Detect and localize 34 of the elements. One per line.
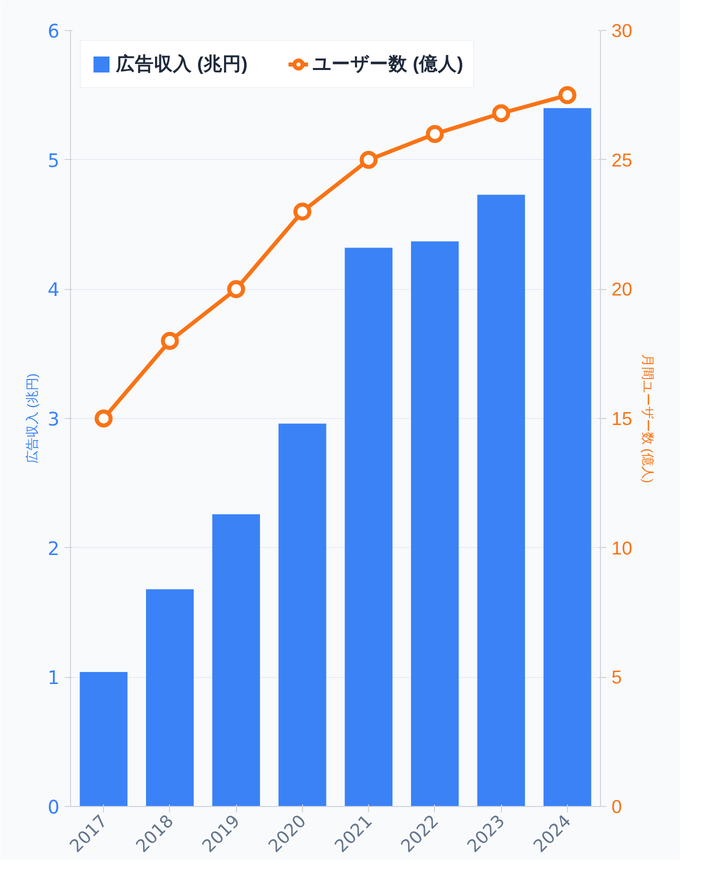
bar (212, 514, 260, 806)
legend-label: 広告収入 (兆円) (116, 52, 248, 76)
point (293, 202, 312, 221)
y-tick-label: 1 (48, 668, 60, 690)
y-tick-label: 2 (48, 538, 60, 560)
bar (544, 108, 592, 806)
point (360, 150, 378, 169)
y-tick-label: 0 (48, 798, 60, 818)
point (492, 104, 510, 122)
y2-tick-label: 10 (612, 537, 632, 558)
y-tick-label: 6 (48, 22, 60, 42)
bar (278, 424, 326, 806)
legend-label: ユーザー数 (億人) (312, 52, 464, 76)
point (426, 124, 444, 143)
y2-tick-label: 30 (612, 20, 632, 41)
y2-tick-label: 5 (612, 666, 622, 688)
point (94, 410, 113, 428)
y2-tick-label: 15 (612, 408, 632, 429)
bar (477, 194, 525, 806)
point (160, 332, 179, 350)
y2-tick-label: 20 (612, 278, 632, 300)
bar (80, 672, 128, 806)
y2-axis-title: 月間ユーザー数 (億人) (640, 354, 656, 484)
point (558, 86, 576, 104)
bar (344, 248, 392, 806)
y2-tick-label: 0 (612, 796, 622, 817)
y-axis-title: 広告収入 (兆円) (24, 373, 40, 464)
bar (146, 589, 194, 806)
y2-tick-label: 25 (612, 149, 632, 170)
y-tick-label: 5 (48, 150, 60, 172)
y-tick-label: 3 (48, 410, 60, 430)
y-tick-label: 4 (48, 280, 60, 302)
point (227, 280, 246, 298)
bar (411, 241, 459, 806)
